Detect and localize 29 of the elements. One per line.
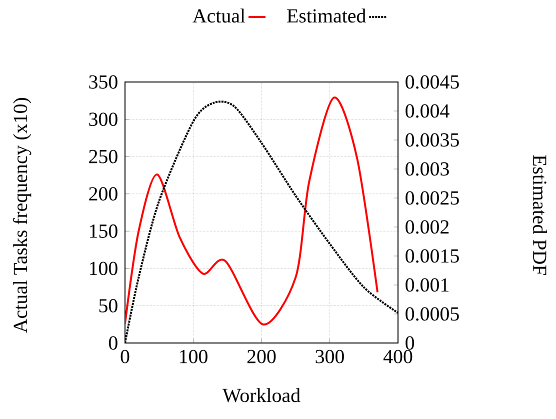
y-tick-label: 250 xyxy=(89,150,118,164)
y2-tick-label: 0.002 xyxy=(406,220,449,234)
y2-tick-label: 0.0045 xyxy=(406,75,459,89)
y-tick-label: 100 xyxy=(90,262,118,276)
line-series xyxy=(125,96,379,326)
y-tick-label: 200 xyxy=(89,187,118,201)
y2-tick-label: 0.004 xyxy=(406,104,450,118)
y-tick-label: 350 xyxy=(89,75,118,89)
x-tick-label: 100 xyxy=(180,350,208,364)
y2-tick-label: 0.0025 xyxy=(406,191,459,205)
y2-tick-label: 0.0005 xyxy=(406,307,459,321)
legend-label: Actual xyxy=(192,8,246,23)
y-tick-label: 50 xyxy=(99,298,118,312)
y-tick-label: 0 xyxy=(108,336,118,350)
x-tick-label: 400 xyxy=(383,350,412,364)
legend-label: Estimated xyxy=(287,8,366,23)
y2-axis-title: Estimated PDF xyxy=(532,155,547,276)
y2-tick-label: 0.003 xyxy=(406,162,449,176)
y-tick-label: 150 xyxy=(90,224,118,238)
x-axis-title: Workload xyxy=(222,388,300,402)
y2-tick-label: 0 xyxy=(406,336,414,350)
x-tick-label: 0 xyxy=(120,350,130,364)
y2-tick-label: 0.001 xyxy=(406,278,448,292)
y2-tick-label: 0.0035 xyxy=(406,133,459,147)
x-tick-label: 300 xyxy=(316,350,344,364)
y-axis-title: Actual Tasks frequency (x10) xyxy=(12,98,32,333)
x-tick-label: 200 xyxy=(247,350,276,364)
y2-tick-label: 0.0015 xyxy=(406,249,459,263)
y-tick-label: 300 xyxy=(89,112,118,126)
